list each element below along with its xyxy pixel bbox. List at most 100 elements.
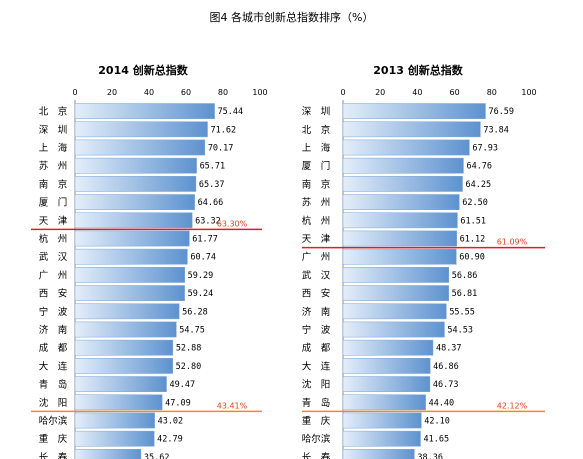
data-label: 75.44 xyxy=(218,107,244,117)
bar xyxy=(74,285,185,301)
data-label: 60.74 xyxy=(190,253,216,263)
bar xyxy=(74,449,142,459)
data-label: 67.93 xyxy=(472,144,498,154)
category-label: 苏 州 xyxy=(39,160,68,172)
bar xyxy=(342,394,426,411)
category-label: 济 南 xyxy=(39,324,68,336)
bar xyxy=(74,376,167,392)
category-label: 武 汉 xyxy=(302,269,331,281)
category-label: 深 圳 xyxy=(39,125,68,136)
category-label: 广 州 xyxy=(302,251,331,263)
data-label: 59.24 xyxy=(188,289,214,299)
bar xyxy=(74,267,185,283)
bar xyxy=(342,139,470,156)
bar xyxy=(74,303,180,320)
data-label: 63.32 xyxy=(195,216,221,226)
bar xyxy=(74,412,155,429)
bar xyxy=(74,339,174,356)
bar xyxy=(342,248,457,265)
x-tick-label: 0 xyxy=(340,88,345,97)
panel-title: 2014 创新总指数 xyxy=(98,63,188,77)
data-label: 70.17 xyxy=(208,144,234,154)
category-label: 南 京 xyxy=(39,178,68,190)
bar xyxy=(342,339,434,356)
bar xyxy=(74,194,195,210)
data-label: 55.55 xyxy=(449,307,475,317)
bar xyxy=(74,176,197,192)
category-label: 济 南 xyxy=(302,306,331,318)
category-label: 长 春 xyxy=(302,451,331,459)
category-label: 厦 门 xyxy=(39,197,68,209)
category-label: 上 海 xyxy=(302,142,331,154)
x-tick-label: 80 xyxy=(487,88,497,97)
category-label: 天 津 xyxy=(302,234,331,245)
category-label: 长 春 xyxy=(39,451,68,459)
category-label: 宁 波 xyxy=(302,324,331,336)
bar xyxy=(342,103,486,119)
x-tick-label: 40 xyxy=(144,88,154,97)
data-label: 38.36 xyxy=(417,453,443,459)
bar xyxy=(342,303,447,320)
category-label: 苏 州 xyxy=(302,197,331,209)
x-tick-label: 100 xyxy=(252,88,267,97)
x-tick-label: 100 xyxy=(521,88,536,97)
bar xyxy=(342,157,464,174)
data-label: 62.50 xyxy=(462,198,488,208)
bar xyxy=(74,248,188,265)
bar xyxy=(342,267,450,283)
chart-panel-2: 2013 创新总指数 0 20 40 60 80 100 深 圳 76.59 北 京 73.84 上 … xyxy=(302,63,545,459)
category-label: 青 岛 xyxy=(39,379,68,391)
data-label: 42.79 xyxy=(157,435,183,445)
bar xyxy=(342,321,445,338)
x-tick-label: 80 xyxy=(218,88,228,97)
data-label: 49.47 xyxy=(170,380,196,390)
bar xyxy=(74,121,208,138)
category-label: 大 连 xyxy=(39,360,68,372)
bar xyxy=(342,194,460,210)
category-label: 武 汉 xyxy=(39,251,68,263)
bar xyxy=(342,230,457,247)
bar xyxy=(74,212,193,229)
data-label: 54.75 xyxy=(179,326,205,336)
category-label: 成 都 xyxy=(39,342,68,354)
data-label: 65.71 xyxy=(200,162,226,172)
bar xyxy=(342,121,481,138)
bar xyxy=(342,212,458,229)
data-label: 54.53 xyxy=(447,326,473,336)
data-label: 43.02 xyxy=(158,417,184,427)
data-label: 46.86 xyxy=(433,362,459,372)
category-label: 上 海 xyxy=(39,142,68,154)
bar xyxy=(342,285,449,301)
bar xyxy=(342,449,415,459)
x-tick-label: 40 xyxy=(412,88,422,97)
bar xyxy=(74,103,215,119)
bar xyxy=(342,430,421,447)
category-label: 厦 门 xyxy=(302,160,331,172)
bar xyxy=(74,394,163,411)
data-label: 44.40 xyxy=(429,398,455,408)
data-label: 71.62 xyxy=(210,125,236,135)
category-label: 杭 州 xyxy=(302,215,331,227)
threshold-label: 61.09% xyxy=(497,238,528,247)
data-label: 64.76 xyxy=(466,162,492,172)
panel-title: 2013 创新总指数 xyxy=(373,63,463,77)
category-label: 北 京 xyxy=(302,124,331,136)
category-label: 沈 阳 xyxy=(302,379,331,391)
category-label: 北 京 xyxy=(39,106,68,118)
category-label: 哈尔滨 xyxy=(302,433,331,445)
bar xyxy=(342,176,463,192)
category-label: 重 庆 xyxy=(302,415,331,427)
data-label: 65.37 xyxy=(199,180,225,190)
category-label: 大 连 xyxy=(302,360,331,372)
data-label: 52.88 xyxy=(176,344,202,354)
data-label: 41.65 xyxy=(423,435,449,445)
category-label: 宁 波 xyxy=(39,306,68,318)
data-label: 76.59 xyxy=(488,107,514,117)
category-label: 西 安 xyxy=(302,288,331,300)
category-label: 重 庆 xyxy=(39,433,68,445)
bar xyxy=(342,412,422,429)
data-label: 64.25 xyxy=(466,180,492,190)
data-label: 42.10 xyxy=(424,417,450,427)
data-label: 73.84 xyxy=(483,125,509,135)
